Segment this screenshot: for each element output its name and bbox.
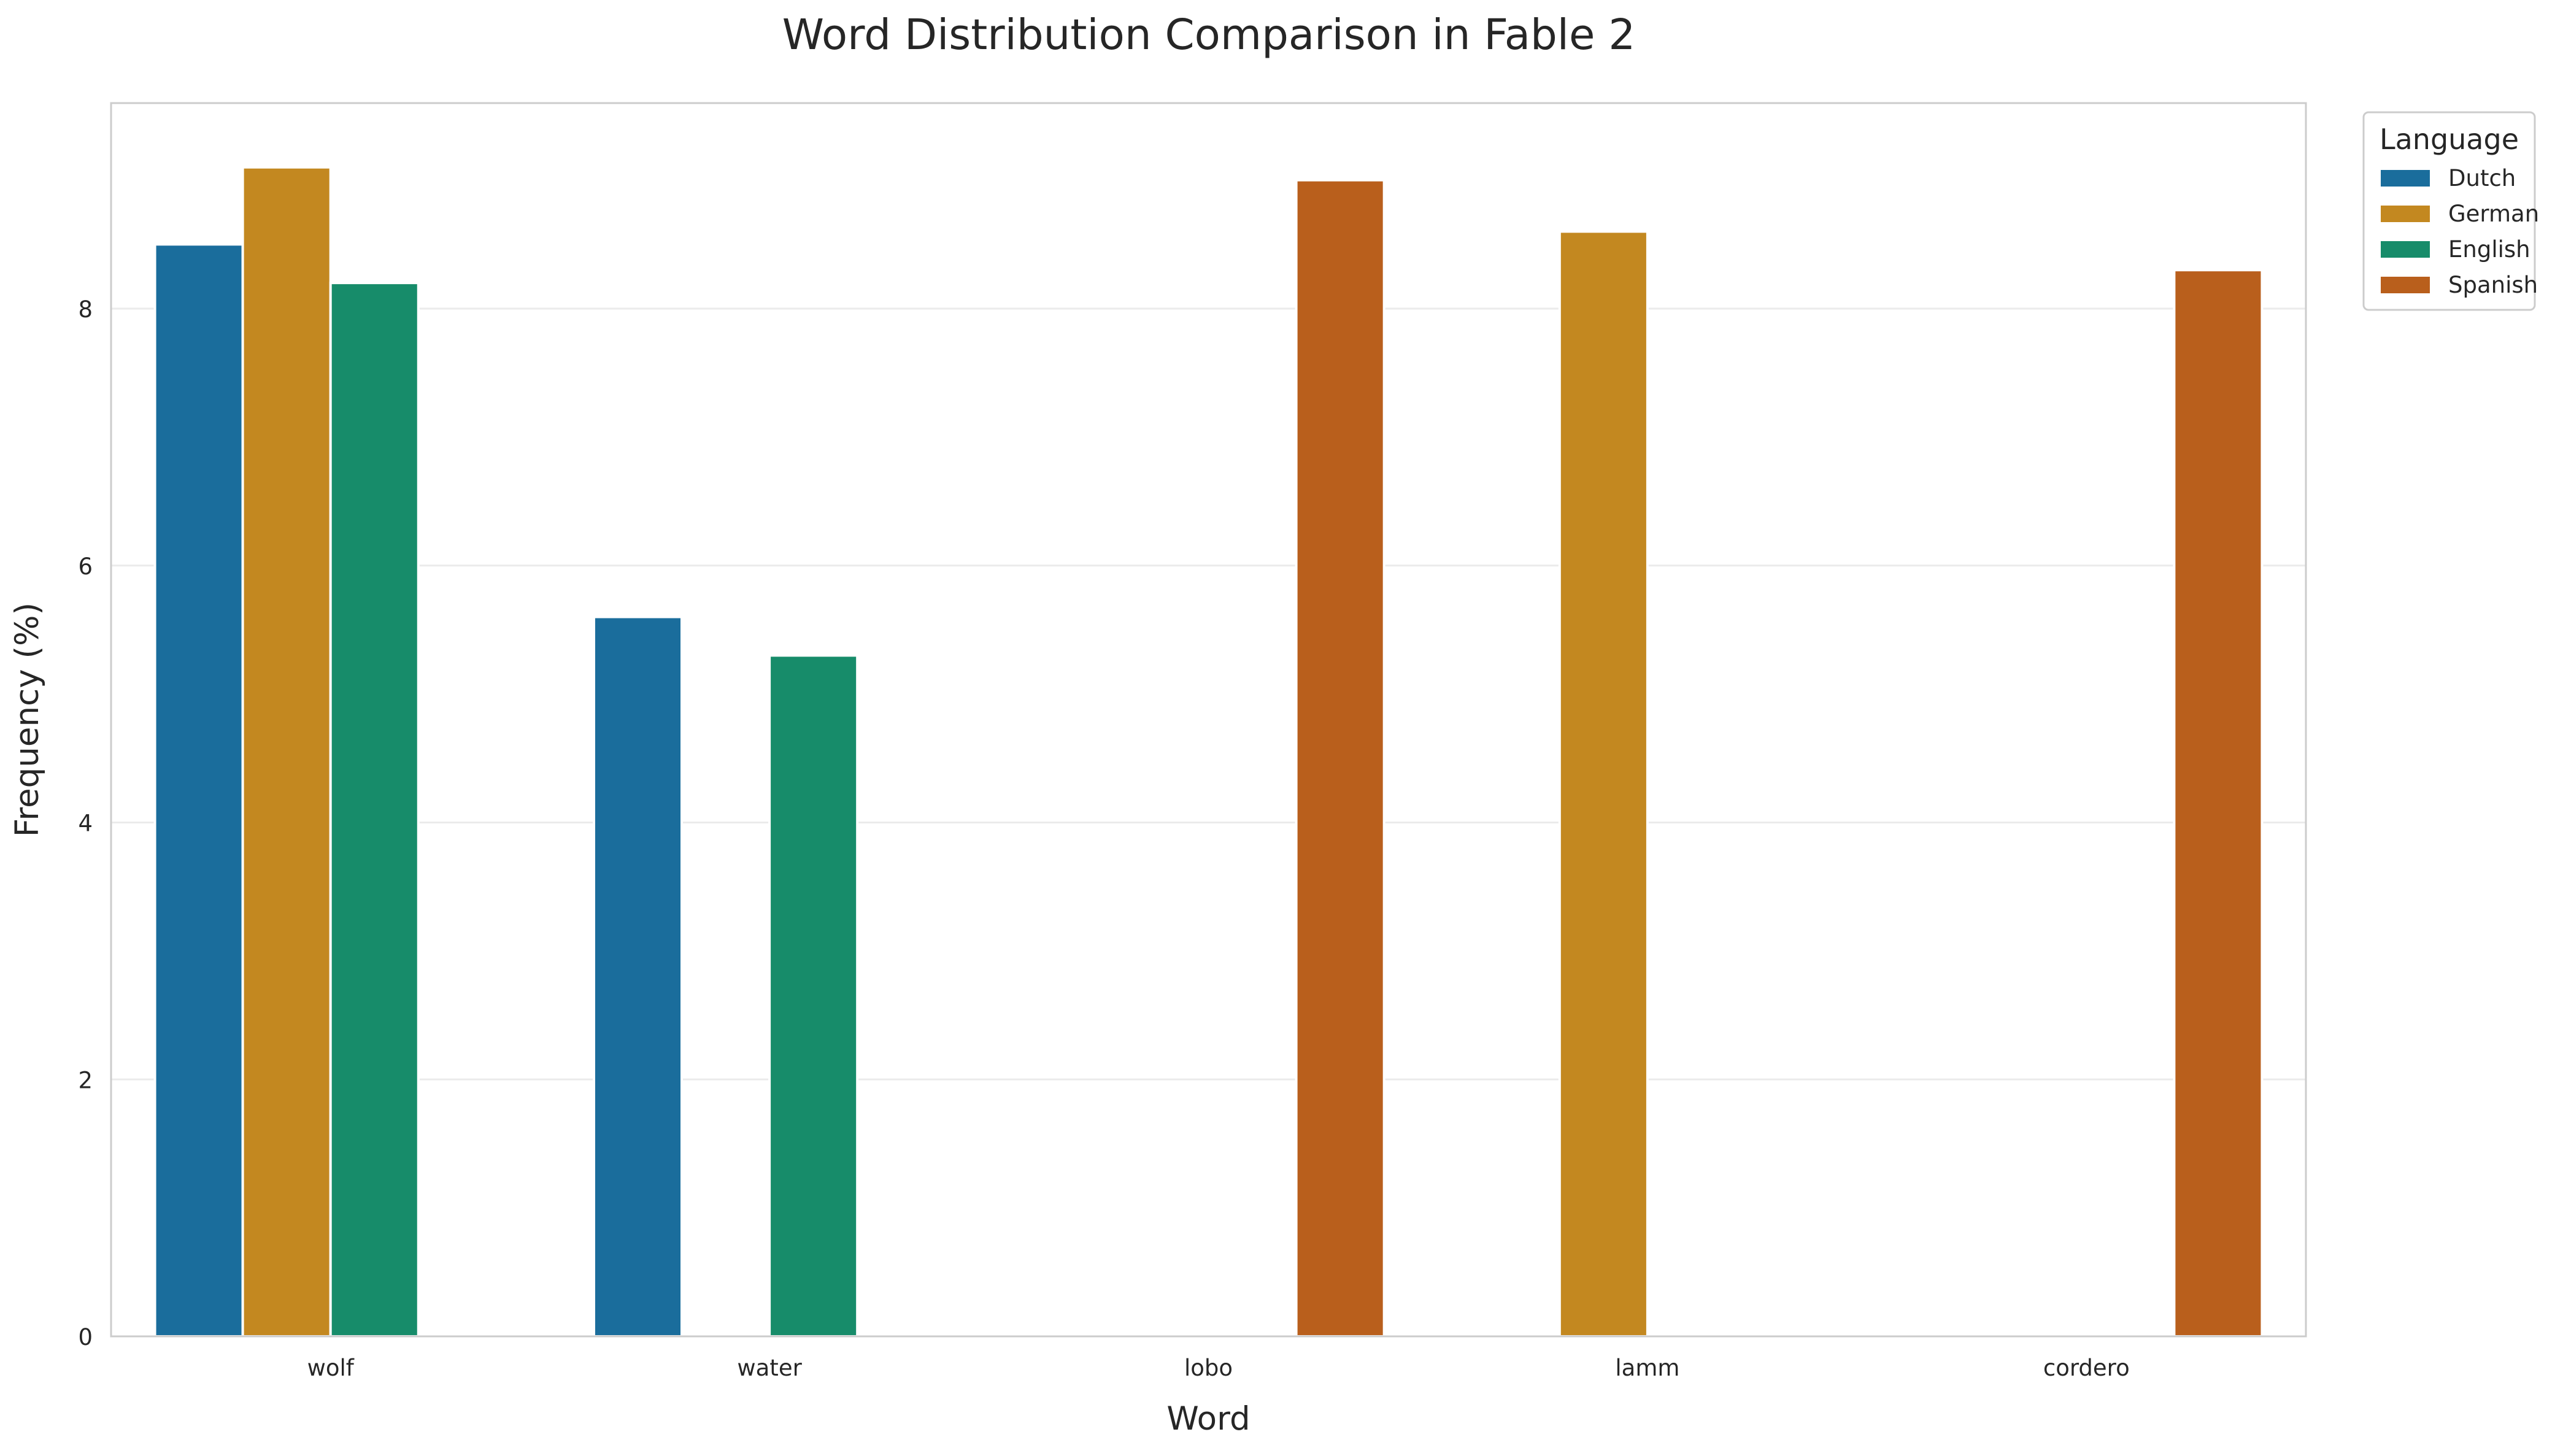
bar-dutch-wolf [153, 243, 244, 1338]
y-tick-label: 0 [78, 1324, 93, 1350]
bar-english-water [768, 654, 859, 1338]
x-tick-label: lobo [1184, 1355, 1233, 1381]
bar-german-lamm [1558, 230, 1649, 1338]
x-tick-label: wolf [307, 1355, 355, 1381]
legend-label-english: English [2448, 236, 2530, 263]
y-tick-label: 2 [78, 1067, 93, 1093]
legend-box [2362, 111, 2536, 311]
legend-label-spanish: Spanish [2448, 272, 2538, 298]
bar-dutch-water [592, 615, 684, 1338]
legend: Language Dutch German English Spanish [2362, 111, 2539, 311]
x-axis-label: Word [1166, 1400, 1250, 1438]
bar-spanish-lobo [1295, 179, 1386, 1338]
legend-label-german: German [2448, 201, 2539, 227]
x-tick-label: lamm [1615, 1355, 1679, 1381]
y-axis-ticks: 0 2 4 6 8 [78, 296, 93, 1350]
y-axis-label: Frequency (%) [9, 603, 46, 837]
legend-items: Dutch German English Spanish [2381, 165, 2539, 298]
legend-swatch-spanish [2381, 277, 2430, 293]
y-tick-label: 6 [78, 553, 93, 580]
legend-swatch-dutch [2381, 170, 2430, 187]
bar-english-wolf [329, 282, 420, 1338]
chart-title: Word Distribution Comparison in Fable 2 [782, 10, 1636, 60]
x-tick-label: cordero [2043, 1355, 2130, 1381]
x-axis-ticks: wolf water lobo lamm cordero [307, 1355, 2130, 1381]
y-tick-label: 4 [78, 811, 93, 837]
legend-swatch-german [2381, 206, 2430, 222]
legend-title: Language [2380, 123, 2519, 156]
plot-area-frame [110, 102, 2307, 1338]
x-tick-label: water [737, 1355, 802, 1381]
bars [153, 166, 2264, 1338]
y-tick-label: 8 [78, 296, 93, 323]
legend-label-dutch: Dutch [2448, 165, 2516, 191]
bar-spanish-cordero [2173, 269, 2264, 1338]
legend-swatch-english [2381, 241, 2430, 258]
bar-german-wolf [241, 166, 332, 1338]
